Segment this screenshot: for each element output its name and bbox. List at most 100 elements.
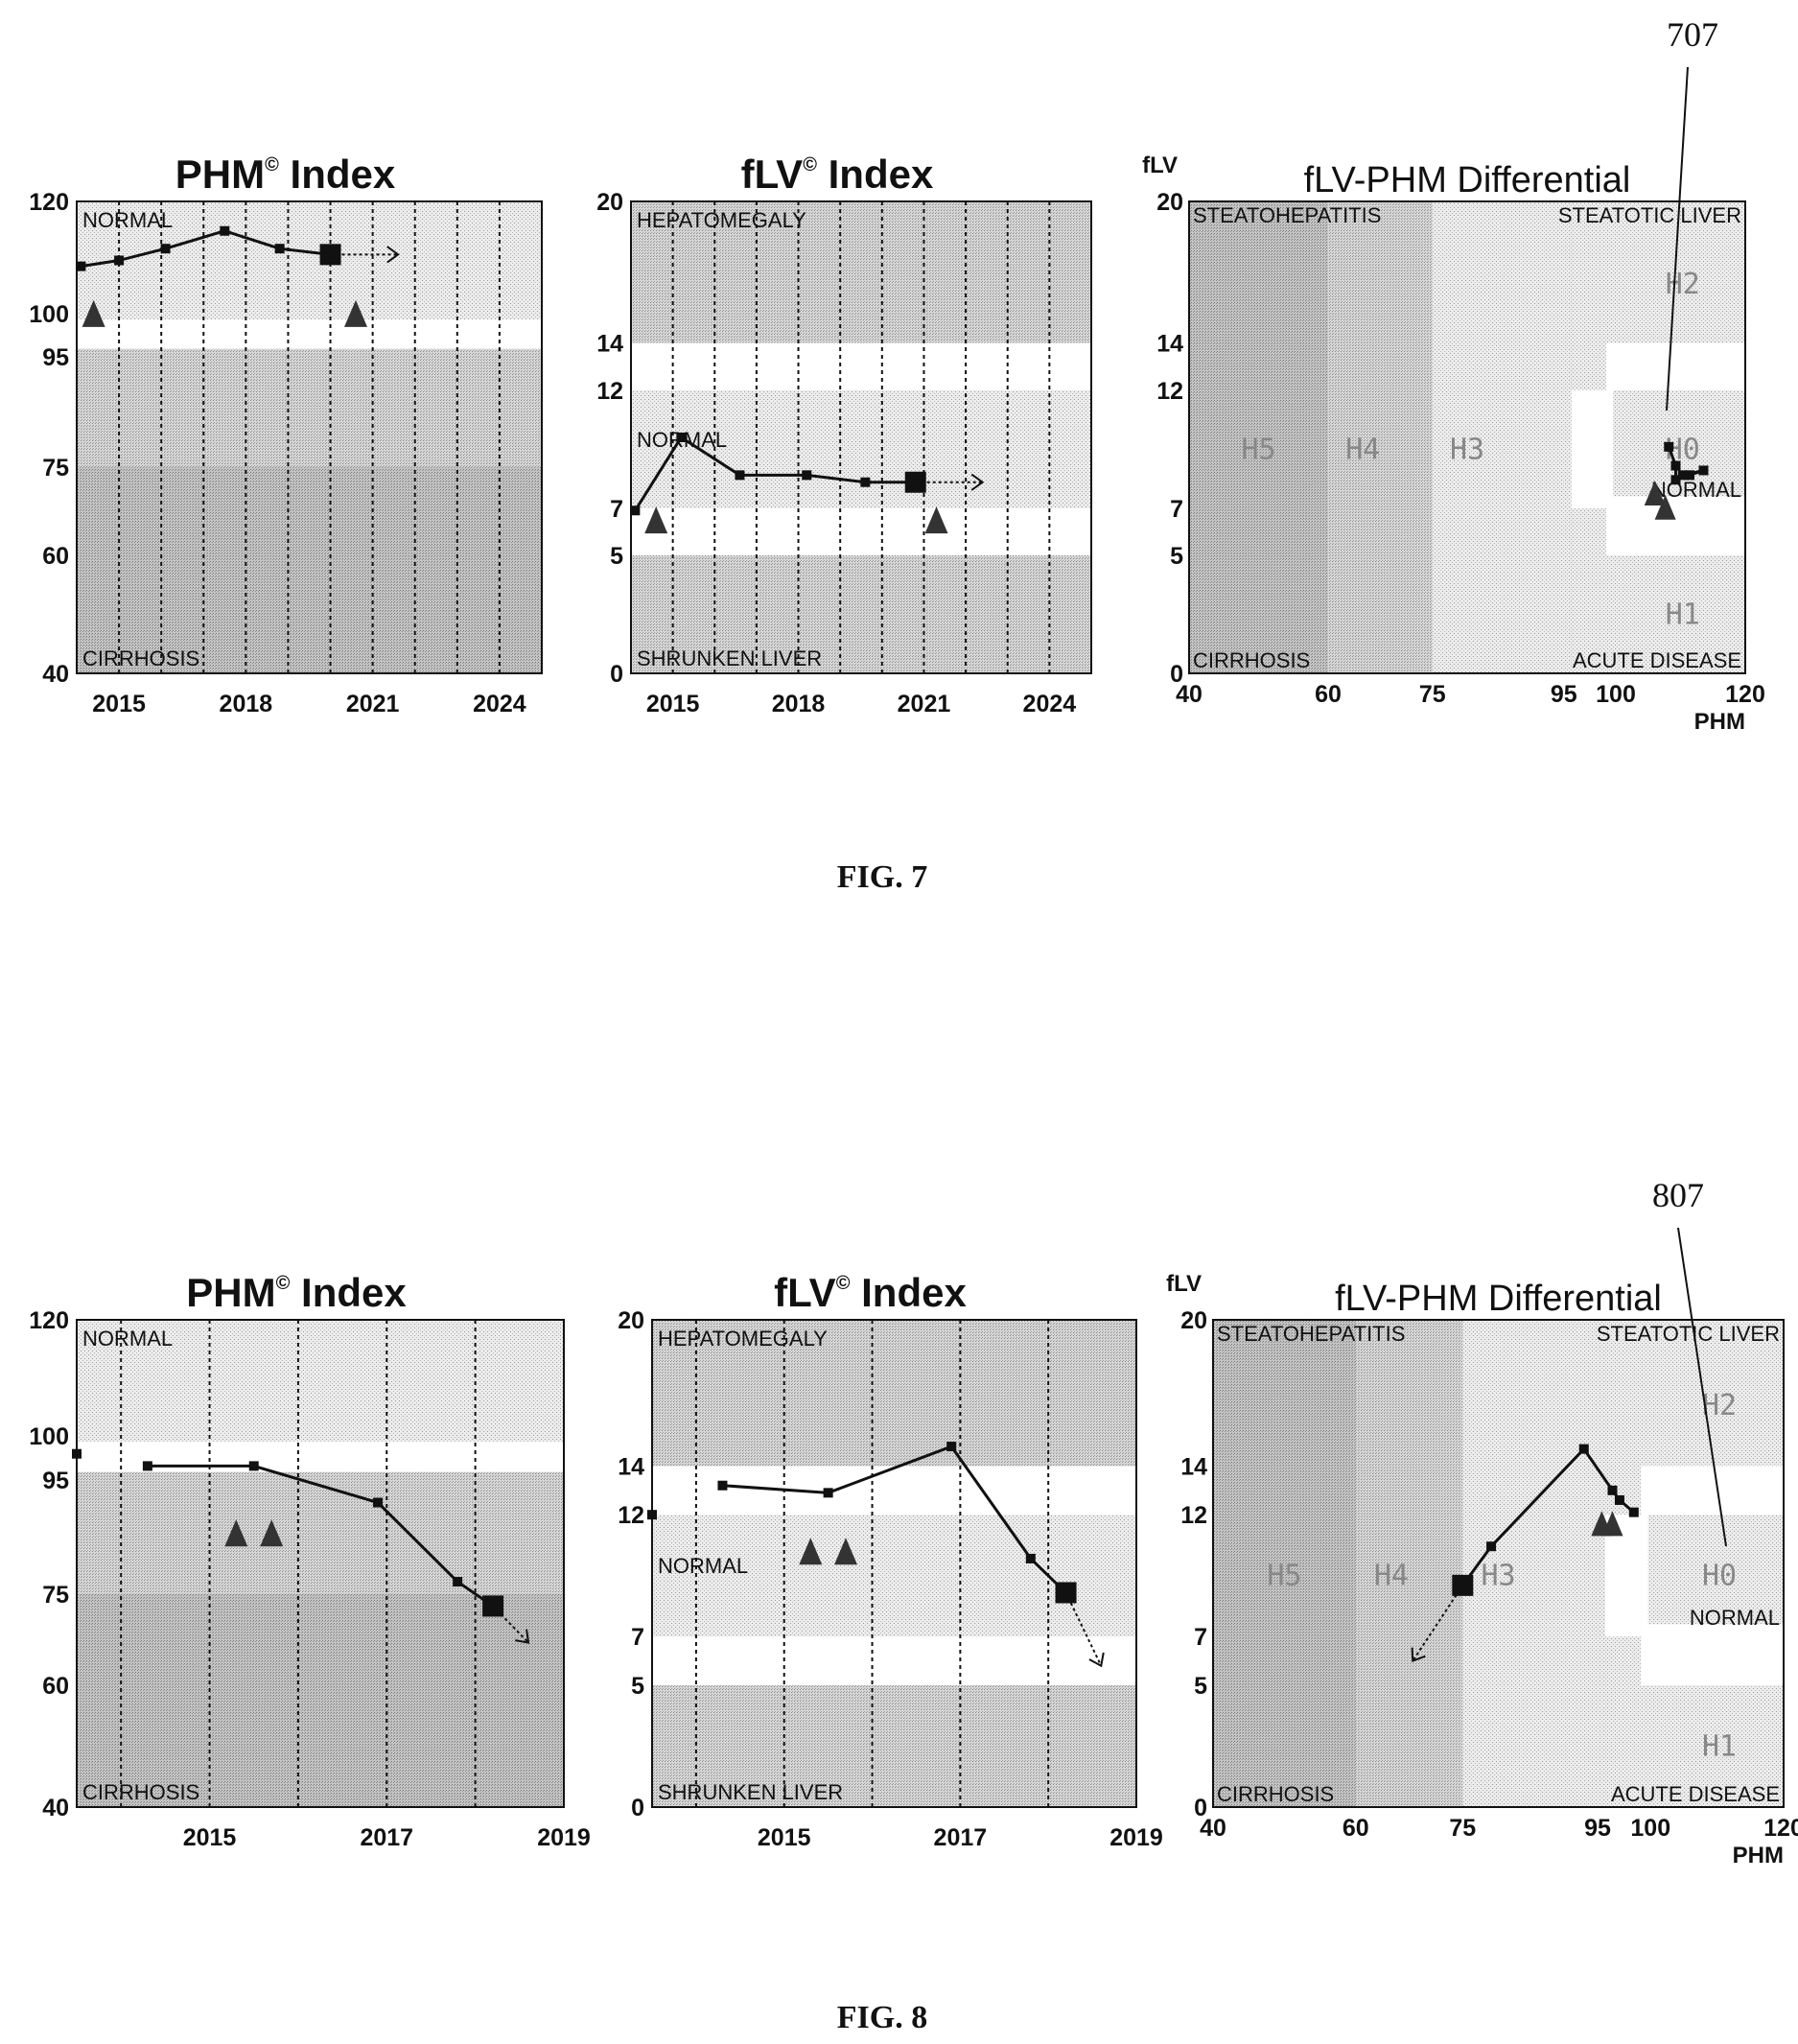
- normal-label: NORMAL: [1690, 1606, 1780, 1630]
- figure-caption: FIG. 7: [837, 859, 927, 895]
- fig8-flv-index-chart: fLV© Index HEPATOMEGALY SHRUNKEN LIVER NORM…: [618, 1270, 1163, 1851]
- y-tick-label: 0: [1170, 661, 1183, 688]
- y-tick-label: 5: [631, 1673, 644, 1700]
- chart-title: fLV© Index: [774, 1270, 967, 1315]
- data-point: [802, 470, 812, 481]
- corner-label-cirrhosis: CIRRHOSIS: [1193, 648, 1310, 672]
- fig8-phm-index-chart: PHM© Index NORMAL CIRRHOSIS 120 100 95 75 60 40 2…: [29, 1270, 591, 1851]
- data-point: [220, 225, 230, 236]
- triangle-marker: [644, 506, 668, 534]
- data-point: [860, 477, 871, 487]
- region-band-h4: [1355, 1320, 1463, 1807]
- x-tick-label: 2019: [1109, 1824, 1163, 1851]
- y-tick-label: 40: [42, 1795, 69, 1821]
- zone-label-mid: NORMAL: [658, 1554, 748, 1578]
- band-low: [631, 555, 1091, 673]
- x-tick-label: 120: [1763, 1815, 1798, 1842]
- chart-title: fLV-PHM Differential: [1304, 160, 1631, 200]
- zone-label-bottom: CIRRHOSIS: [82, 646, 199, 670]
- y-tick-label: 5: [1194, 1673, 1207, 1700]
- x-tick-label: 95: [1551, 681, 1577, 708]
- x-tick-label: 2018: [220, 691, 273, 717]
- y-tick-label: 14: [618, 1453, 644, 1480]
- x-tick-label: 2018: [772, 691, 826, 717]
- triangle-marker: [1654, 494, 1676, 520]
- y-tick-label: 75: [42, 1582, 69, 1609]
- y-tick-label: 12: [1156, 378, 1183, 405]
- y-tick-label: 0: [610, 661, 623, 688]
- chart-title-name: PHM: [186, 1270, 275, 1315]
- fig8-differential-chart: fLV-PHM Differential fLV PHM STEATOHEPATITI…: [1166, 1271, 1798, 1868]
- y-tick-label: 14: [1180, 1453, 1207, 1480]
- band-low: [652, 1685, 1136, 1807]
- normal-region-ext: [1571, 389, 1606, 508]
- band-high: [652, 1320, 1136, 1467]
- region-label-h1: H1: [1702, 1730, 1737, 1764]
- triangle-marker: [82, 299, 105, 327]
- y-tick-label: 75: [42, 455, 69, 482]
- corner-label-acute-disease: ACUTE DISEASE: [1573, 648, 1741, 672]
- data-point: [1578, 1444, 1589, 1454]
- band-gap-low: [631, 507, 1091, 555]
- data-point: [1698, 465, 1709, 476]
- data-point: [1614, 1494, 1624, 1505]
- triangle-marker: [799, 1538, 823, 1565]
- data-point: [248, 1461, 259, 1471]
- zone-label-top: HEPATOMEGALY: [637, 208, 806, 232]
- band-gap-high: [652, 1466, 1136, 1515]
- figure-caption: FIG. 8: [837, 2000, 927, 2035]
- x-tick-label: 40: [1200, 1815, 1226, 1842]
- corner-label-steatohepatitis: STEATOHEPATITIS: [1217, 1322, 1405, 1346]
- band-low: [77, 1593, 564, 1807]
- reference-leader-line: [1666, 66, 1689, 411]
- y-tick-label: 5: [1170, 543, 1183, 570]
- x-tick-label: 2015: [183, 1824, 237, 1851]
- data-point: [76, 261, 86, 271]
- y-tick-label: 120: [29, 1307, 69, 1334]
- data-point: [735, 470, 745, 481]
- x-tick-label: 120: [1725, 681, 1765, 708]
- region-label-h2: H2: [1702, 1389, 1737, 1422]
- isolated-point: [647, 1510, 657, 1520]
- series-line: [81, 229, 331, 269]
- x-axis-label: PHM: [1694, 709, 1745, 735]
- y-tick-label: 0: [1194, 1795, 1207, 1821]
- corner-label-cirrhosis: CIRRHOSIS: [1217, 1782, 1334, 1806]
- x-tick-label: 95: [1584, 1815, 1611, 1842]
- y-tick-label: 7: [631, 1624, 644, 1651]
- data-point: [1670, 475, 1681, 485]
- forecast-arrowhead: [515, 1629, 530, 1644]
- y-axis-label: fLV: [1166, 1271, 1202, 1297]
- region-band-h3: [1462, 1320, 1606, 1807]
- chart-title-suffix: Index: [850, 1270, 967, 1315]
- x-tick-label: 2019: [537, 1824, 591, 1851]
- x-tick-label: 2015: [646, 691, 700, 717]
- region-label-h1: H1: [1666, 599, 1700, 632]
- y-tick-label: 100: [29, 301, 69, 328]
- data-point: [1607, 1485, 1618, 1495]
- triangle-marker: [834, 1538, 857, 1565]
- zone-label-top: HEPATOMEGALY: [658, 1327, 828, 1351]
- plot-frame: [630, 200, 1092, 674]
- x-tick-label: 100: [1630, 1815, 1670, 1842]
- region-label-h3: H3: [1481, 1560, 1515, 1593]
- data-point: [274, 244, 285, 254]
- chart-title-superscript: ©: [836, 1273, 851, 1294]
- y-tick-label: 14: [1156, 331, 1183, 358]
- triangle-marker: [260, 1519, 284, 1547]
- zone-label-top: NORMAL: [82, 1327, 173, 1351]
- corner-label-steatotic-liver: STEATOTIC LIVER: [1558, 203, 1741, 227]
- region-label-h5: H5: [1241, 433, 1275, 466]
- y-tick-label: 12: [596, 378, 623, 405]
- y-tick-label: 7: [1170, 496, 1183, 523]
- x-tick-label: 2015: [92, 691, 146, 717]
- x-tick-label: 2015: [758, 1824, 811, 1851]
- reference-numeral: 707: [1667, 15, 1718, 54]
- y-tick-label: 60: [42, 1673, 69, 1700]
- x-tick-label: 2021: [898, 691, 951, 717]
- x-tick-label: 2024: [1023, 691, 1077, 717]
- zone-label-bottom: CIRRHOSIS: [82, 1780, 199, 1804]
- x-tick-label: 2017: [360, 1824, 413, 1851]
